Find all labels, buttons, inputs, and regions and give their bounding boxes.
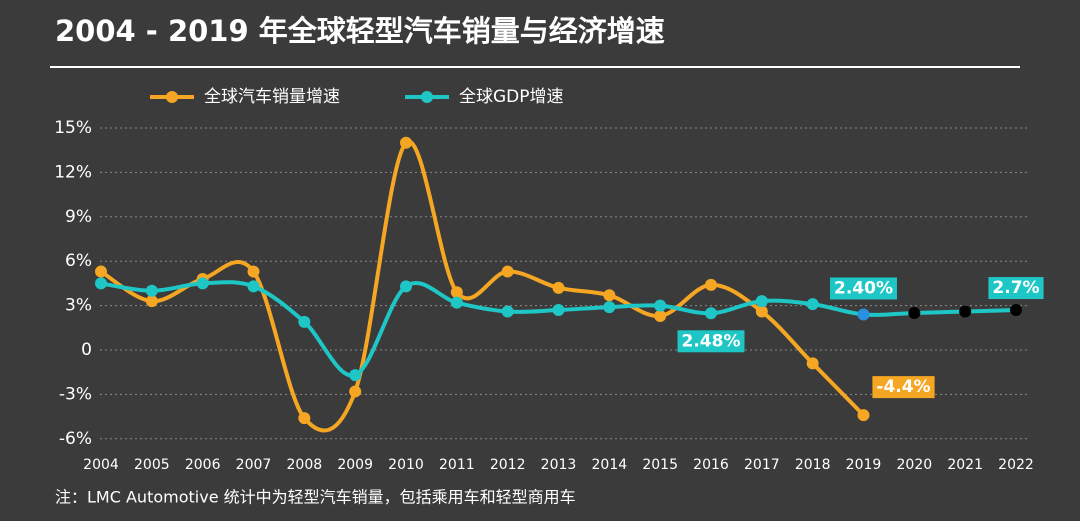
x-tick-label: 2019 (846, 457, 882, 473)
data-label-text: -4.4% (876, 377, 930, 397)
x-tick-label: 2011 (439, 457, 475, 473)
point-marker (857, 308, 870, 321)
data-label-box (872, 376, 935, 399)
point-marker (552, 304, 565, 317)
data-label: 2.48% (677, 330, 745, 353)
point-marker (298, 412, 311, 425)
data-label-text: 2.40% (834, 278, 893, 298)
chart-title: 2004 - 2019 年全球轻型汽车销量与经济增速 (55, 14, 665, 48)
point-marker (450, 286, 463, 299)
x-tick-label: 2016 (693, 457, 729, 473)
data-label-text: 2.7% (992, 278, 1039, 298)
data-label-box (988, 277, 1044, 300)
point-marker (806, 357, 819, 370)
point-marker (247, 280, 260, 293)
x-tick-label: 2012 (490, 457, 526, 473)
point-marker (501, 305, 514, 318)
point-marker (145, 284, 158, 297)
data-label: 2.40% (830, 277, 897, 300)
x-tick-label: 2020 (897, 457, 933, 473)
point-marker (95, 277, 107, 290)
point-marker (806, 298, 819, 311)
x-tick-label: 2015 (642, 457, 678, 473)
legend-label: 全球GDP增速 (459, 87, 564, 107)
x-tick-label: 2005 (134, 457, 170, 473)
legend-label: 全球汽车销量增速 (204, 87, 340, 107)
point-marker (705, 307, 717, 320)
y-tick-label: 3% (65, 296, 92, 316)
point-marker (705, 278, 717, 291)
point-marker (196, 277, 209, 290)
footnote: 注：LMC Automotive 统计中为轻型汽车销量，包括乘用车和轻型商用车 (55, 488, 576, 507)
x-tick-label: 2006 (185, 457, 221, 473)
data-label-box (677, 330, 745, 353)
x-tick-label: 2014 (592, 457, 628, 473)
y-tick-label: 15% (54, 118, 92, 138)
x-tick-label: 2010 (388, 457, 424, 473)
data-label-box (830, 277, 897, 300)
point-marker (400, 280, 412, 293)
point-marker (603, 289, 616, 302)
x-tick-label: 2021 (947, 457, 983, 473)
y-tick-label: -6% (59, 429, 92, 449)
point-marker (501, 265, 514, 278)
point-marker (603, 301, 616, 314)
point-marker (959, 305, 972, 318)
x-tick-label: 2008 (287, 457, 323, 473)
x-tick-label: 2009 (337, 457, 373, 473)
data-label-text: 2.48% (682, 331, 741, 351)
data-label: 2.7% (988, 277, 1044, 300)
point-marker (349, 385, 362, 398)
point-marker (908, 307, 921, 319)
point-marker (298, 315, 311, 328)
x-tick-label: 2017 (744, 457, 780, 473)
x-tick-label: 2013 (541, 457, 577, 473)
y-tick-label: 6% (65, 251, 92, 271)
point-marker (857, 409, 870, 422)
point-marker (552, 281, 565, 294)
point-marker (145, 295, 158, 308)
y-tick-label: 12% (54, 162, 92, 182)
point-marker (1010, 304, 1022, 317)
legend-marker (421, 91, 433, 103)
point-marker (654, 309, 667, 322)
y-tick-label: 0 (81, 340, 92, 360)
y-tick-label: -3% (59, 384, 92, 404)
data-label: -4.4% (872, 376, 935, 399)
x-tick-label: 2004 (83, 457, 119, 473)
point-marker (247, 265, 260, 278)
point-marker (95, 265, 107, 278)
legend-marker (166, 91, 178, 103)
point-marker (450, 296, 463, 309)
point-marker (400, 136, 412, 149)
point-marker (349, 369, 362, 382)
x-tick-label: 2022 (998, 457, 1034, 473)
point-marker (755, 305, 768, 318)
y-tick-label: 9% (65, 207, 92, 227)
x-tick-label: 2007 (236, 457, 272, 473)
x-tick-label: 2018 (795, 457, 831, 473)
point-marker (654, 299, 667, 312)
point-marker (755, 295, 768, 308)
